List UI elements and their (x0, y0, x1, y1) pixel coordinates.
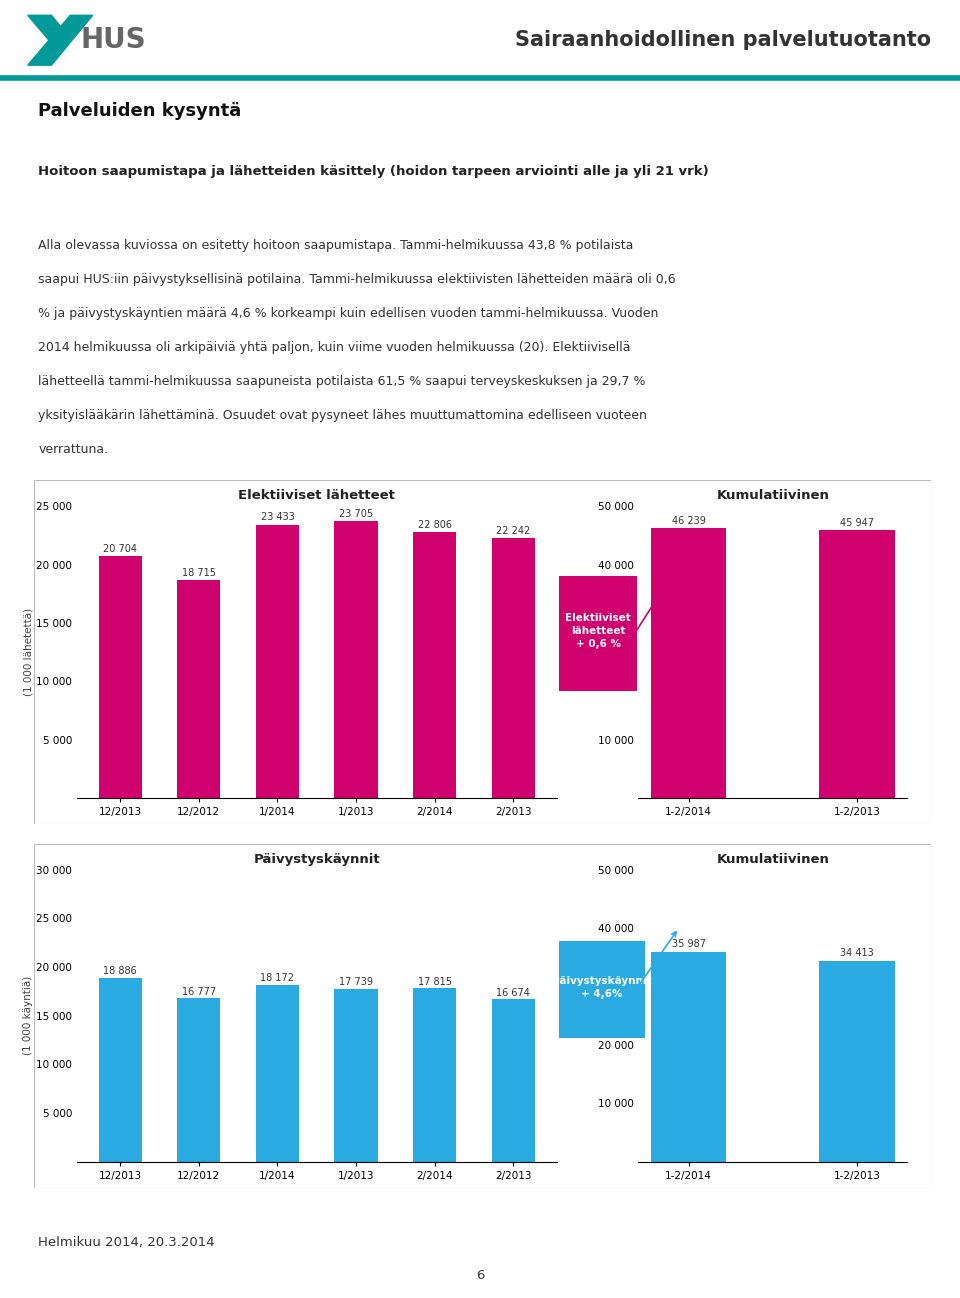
Text: 18 886: 18 886 (104, 966, 137, 976)
Title: Elektiiviset lähetteet: Elektiiviset lähetteet (238, 489, 396, 502)
Text: % ja päivystyskäyntien määrä 4,6 % korkeampi kuin edellisen vuoden tammi-helmiku: % ja päivystyskäyntien määrä 4,6 % korke… (38, 306, 659, 319)
Text: 35 987: 35 987 (672, 940, 706, 949)
Text: Hoitoon saapumistapa ja lähetteiden käsittely (hoidon tarpeen arviointi alle ja : Hoitoon saapumistapa ja lähetteiden käsi… (38, 165, 709, 178)
Bar (413, 532, 456, 798)
Text: 22 242: 22 242 (496, 526, 531, 536)
Title: Kumulatiivinen: Kumulatiivinen (716, 853, 829, 866)
Bar (819, 530, 895, 798)
Text: Palveluiden kysyntä: Palveluiden kysyntä (38, 103, 242, 119)
Text: Sairaanhoidollinen palvelutuotanto: Sairaanhoidollinen palvelutuotanto (516, 30, 931, 51)
Bar (819, 961, 895, 1162)
Text: 46 239: 46 239 (672, 515, 706, 526)
Text: 23 433: 23 433 (260, 513, 295, 522)
Text: saapui HUS:iin päivystyksellisinä potilaina. Tammi-helmikuussa elektiivisten läh: saapui HUS:iin päivystyksellisinä potila… (38, 273, 676, 286)
Polygon shape (28, 16, 71, 40)
Bar (413, 988, 456, 1162)
Bar (256, 524, 300, 798)
Text: lähetteellä tammi-helmikuussa saapuneista potilaista 61,5 % saapui terveyskeskuk: lähetteellä tammi-helmikuussa saapuneist… (38, 375, 646, 388)
Bar (651, 951, 727, 1162)
Text: 17 815: 17 815 (418, 976, 452, 986)
Text: 22 806: 22 806 (418, 519, 452, 530)
Bar (492, 999, 535, 1162)
Text: 20 704: 20 704 (104, 544, 137, 554)
Text: Päivystyskäynnit
+ 4,6%: Päivystyskäynnit + 4,6% (552, 976, 652, 999)
Bar (492, 539, 535, 798)
Text: HUS: HUS (81, 26, 146, 55)
Text: 17 739: 17 739 (339, 977, 373, 988)
Text: Alla olevassa kuviossa on esitetty hoitoon saapumistapa. Tammi-helmikuussa 43,8 : Alla olevassa kuviossa on esitetty hoito… (38, 239, 634, 252)
Text: 18 715: 18 715 (181, 567, 216, 578)
Bar (99, 557, 142, 798)
Title: Kumulatiivinen: Kumulatiivinen (716, 489, 829, 502)
Bar (334, 522, 377, 798)
Bar (651, 528, 727, 798)
Text: 23 705: 23 705 (339, 509, 373, 519)
Text: Helmikuu 2014, 20.3.2014: Helmikuu 2014, 20.3.2014 (38, 1236, 215, 1250)
Text: 18 172: 18 172 (260, 974, 295, 983)
Y-axis label: (1 000 käyntiä): (1 000 käyntiä) (23, 976, 34, 1055)
Text: yksityislääkärin lähettäminä. Osuudet ovat pysyneet lähes muuttumattomina edelli: yksityislääkärin lähettäminä. Osuudet ov… (38, 409, 647, 422)
Text: 34 413: 34 413 (840, 949, 874, 958)
Y-axis label: (1 000 lähetettä): (1 000 lähetettä) (23, 609, 34, 696)
Bar (178, 580, 221, 798)
Bar (178, 998, 221, 1162)
Text: 45 947: 45 947 (840, 518, 874, 527)
Text: 16 777: 16 777 (181, 986, 216, 997)
Text: 6: 6 (476, 1268, 484, 1282)
Polygon shape (28, 16, 93, 65)
Bar (99, 977, 142, 1162)
Title: Päivystyskäynnit: Päivystyskäynnit (253, 853, 380, 866)
Bar (334, 989, 377, 1162)
Text: verrattuna.: verrattuna. (38, 443, 108, 456)
Text: 16 674: 16 674 (496, 988, 530, 998)
Text: Elektiiviset
lähetteet
+ 0,6 %: Elektiiviset lähetteet + 0,6 % (565, 614, 631, 649)
Bar (256, 985, 300, 1162)
Text: 2014 helmikuussa oli arkipäiviä yhtä paljon, kuin viime vuoden helmikuussa (20).: 2014 helmikuussa oli arkipäiviä yhtä pal… (38, 341, 631, 354)
